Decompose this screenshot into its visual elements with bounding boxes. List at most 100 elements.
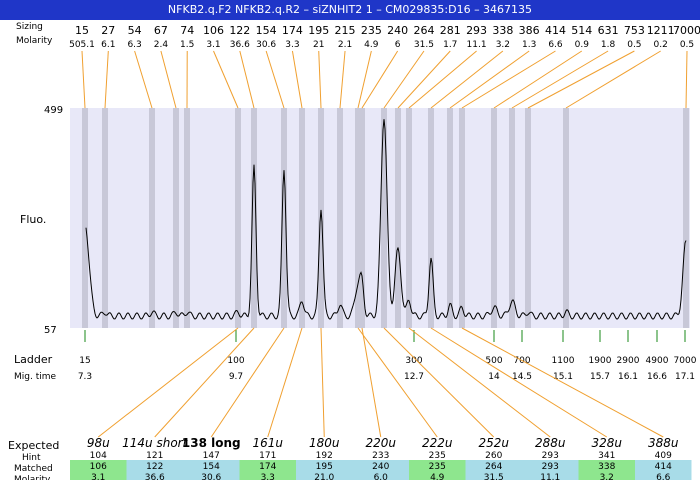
hint-cell: 409 <box>655 451 672 461</box>
peak-molarity-label: 0.5 <box>627 40 641 50</box>
peak-band <box>173 108 179 328</box>
peak-molarity-label: 1.8 <box>601 40 616 50</box>
peak-connector <box>511 50 609 109</box>
peak-molarity-label: 2.1 <box>338 40 352 50</box>
expected-connector <box>210 327 285 438</box>
molarity-cell-value: 3.2 <box>600 473 614 480</box>
matched-cell-value: 293 <box>542 462 559 472</box>
matched-cell <box>635 460 692 480</box>
matched-cell-value: 195 <box>316 462 333 472</box>
expected-connector <box>154 327 255 438</box>
molarity-cell-value: 3.1 <box>91 473 105 480</box>
expected-connector <box>357 327 438 438</box>
expected-label-cell: 252u <box>478 436 509 450</box>
expected-label-cell: 180u <box>309 436 340 450</box>
ladder-time-label: 9.7 <box>229 372 243 382</box>
peak-connector <box>565 50 661 109</box>
matched-cell <box>522 460 579 480</box>
ladder-size-label: 15 <box>79 356 90 366</box>
peak-connector <box>527 50 635 109</box>
peak-band <box>428 108 434 328</box>
chart-title: NFKB2.q.F2 NFKB2.q.R2 – siZNHIT2 1 – CM0… <box>0 0 700 20</box>
peak-molarity-label: 3.1 <box>206 40 220 50</box>
peak-size-label: 264 <box>413 24 434 37</box>
peak-connector <box>291 50 303 109</box>
peak-connector <box>339 50 346 109</box>
ladder-time-label: 7.3 <box>78 372 92 382</box>
molarity-cell-value: 31.5 <box>484 473 504 480</box>
peak-connector <box>461 50 556 109</box>
hint-cell: 147 <box>203 451 220 461</box>
peak-connector <box>449 50 530 109</box>
peak-molarity-label: 0.5 <box>680 40 694 50</box>
matched-cell <box>578 460 635 480</box>
expected-connector <box>361 327 382 438</box>
peak-connector <box>493 50 583 109</box>
molarity-cell-value: 30.6 <box>201 473 221 480</box>
peak-connector <box>685 50 688 109</box>
molarity-cell-value: 6.0 <box>374 473 389 480</box>
peak-molarity-label: 36.6 <box>230 40 250 50</box>
peak-size-label: 281 <box>440 24 461 37</box>
electropherogram-trace <box>85 119 687 320</box>
molarity-label: Molarity <box>16 36 53 46</box>
ladder-size-label: 500 <box>485 356 502 366</box>
peak-molarity-label: 1.7 <box>443 40 457 50</box>
molarity-cell-value: 36.6 <box>145 473 165 480</box>
peak-molarity-label: 1.5 <box>180 40 194 50</box>
peak-band <box>359 108 365 328</box>
hint-cell: 233 <box>372 451 389 461</box>
ladder-size-label: 100 <box>227 356 244 366</box>
matched-cell-value: 235 <box>429 462 446 472</box>
peak-band <box>184 108 190 328</box>
peak-molarity-label: 3.3 <box>285 40 299 50</box>
expected-connector <box>97 327 239 438</box>
expected-connector <box>320 327 325 438</box>
ladder-time-label: 17.1 <box>675 372 695 382</box>
peak-molarity-label: 31.5 <box>414 40 434 50</box>
expected-connector <box>461 327 664 438</box>
peak-connector <box>213 50 239 109</box>
matched-cell-value: 240 <box>372 462 389 472</box>
peak-band <box>102 108 108 328</box>
peak-molarity-label: 6.6 <box>548 40 563 50</box>
peak-size-label: 631 <box>598 24 619 37</box>
hint-cell: 104 <box>90 451 107 461</box>
peak-band <box>395 108 401 328</box>
matched-cell <box>183 460 240 480</box>
peak-size-label: 1211 <box>647 24 675 37</box>
expected-label-cell: 138 long <box>182 436 241 450</box>
peak-size-label: 215 <box>335 24 356 37</box>
molarity-cell-value: 6.6 <box>656 473 671 480</box>
y-bottom-label: 57 <box>44 325 57 336</box>
peak-molarity-label: 11.1 <box>467 40 487 50</box>
peak-band <box>318 108 324 328</box>
peak-band <box>459 108 465 328</box>
molarity-cell-value: 4.9 <box>430 473 445 480</box>
peak-connector <box>397 50 451 109</box>
peak-band <box>491 108 497 328</box>
peak-connector <box>134 50 153 109</box>
peak-band <box>355 108 361 328</box>
ladder-time-label: 14.5 <box>512 372 532 382</box>
expected-label-cell: 222u <box>422 436 453 450</box>
peak-band <box>381 108 387 328</box>
peak-molarity-label: 1.3 <box>522 40 536 50</box>
peak-size-label: 414 <box>545 24 566 37</box>
peak-band <box>149 108 155 328</box>
hint-cell: 171 <box>259 451 276 461</box>
peak-band <box>235 108 241 328</box>
matched-cell <box>126 460 183 480</box>
peak-band <box>683 108 689 328</box>
matched-cell-value: 414 <box>655 462 672 472</box>
peak-size-label: 54 <box>128 24 142 37</box>
matched-cell <box>296 460 353 480</box>
peak-size-label: 27 <box>101 24 115 37</box>
ladder-time-label: 14 <box>488 372 500 382</box>
expected-label-cell: 98u <box>87 436 110 450</box>
peak-band <box>406 108 412 328</box>
peak-connector <box>160 50 177 109</box>
electropherogram: Sizing Molarity 499 57 Fluo. 15 505.1 27 6.1 54 6.… <box>8 22 700 480</box>
peak-size-label: 240 <box>387 24 408 37</box>
expected-label-cell: 220u <box>365 436 396 450</box>
